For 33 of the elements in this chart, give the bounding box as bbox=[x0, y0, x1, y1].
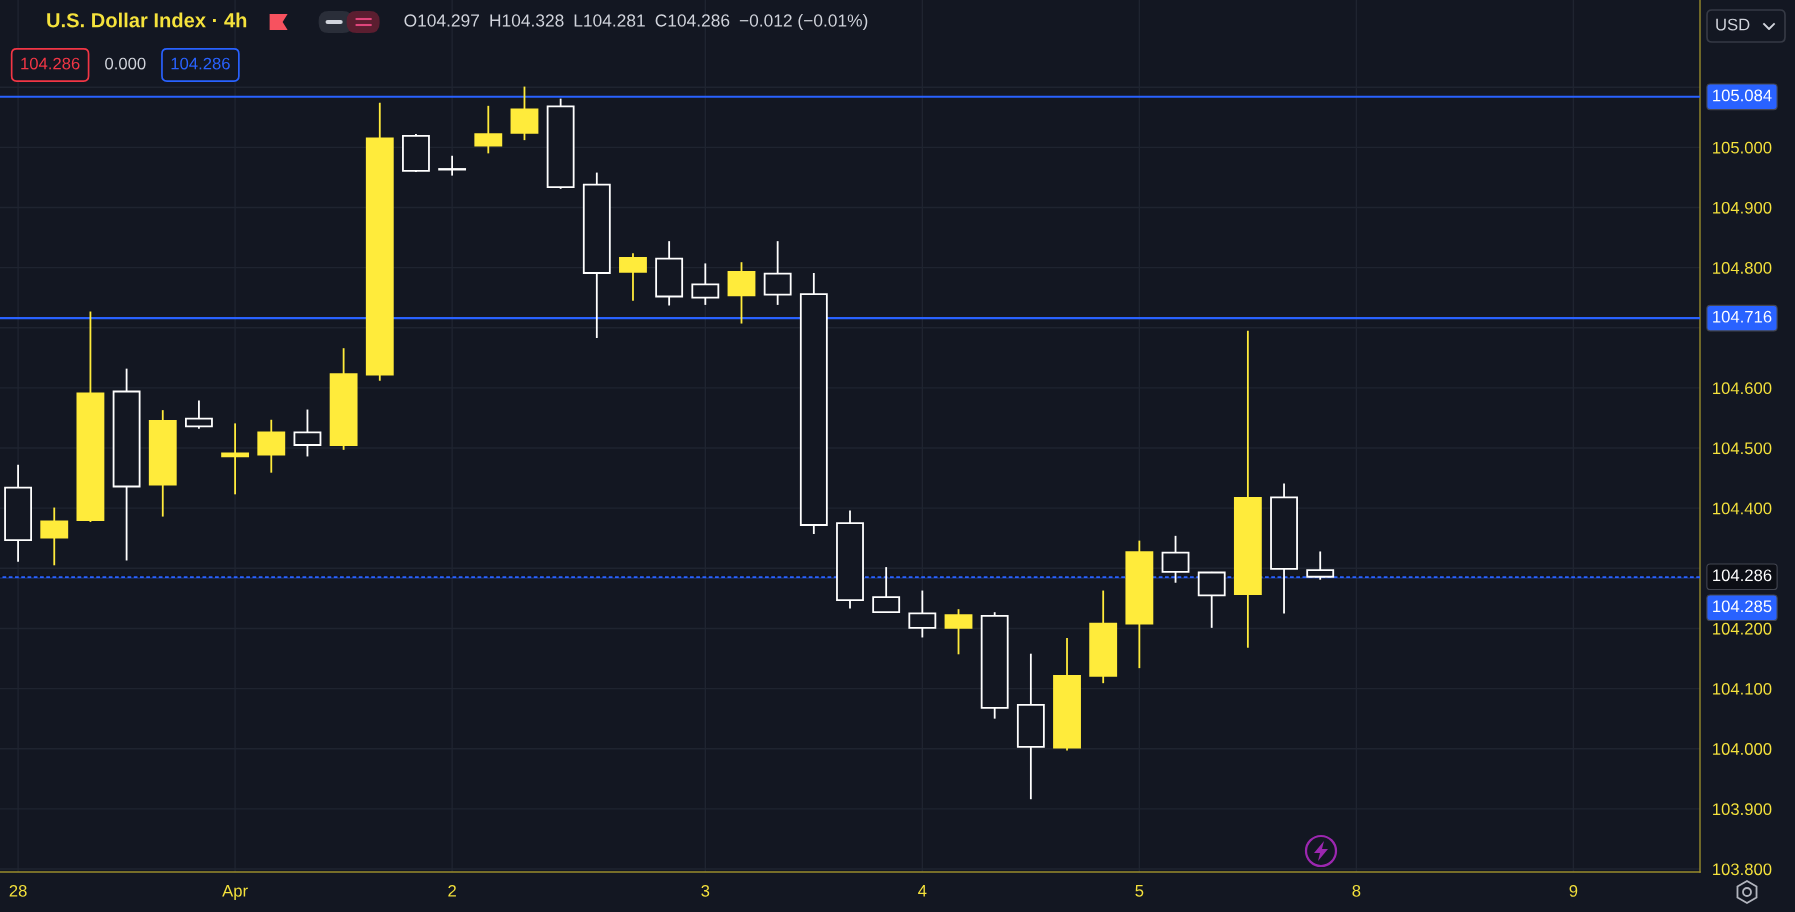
chart-title: U.S. Dollar Index · 4h bbox=[47, 12, 247, 28]
annotation: H104.328 bbox=[490, 14, 564, 27]
y-tick-label: 104.100 bbox=[1713, 682, 1772, 695]
ref-line-label: 104.285 bbox=[1713, 600, 1772, 613]
annotation: 104.286 bbox=[21, 57, 80, 70]
y-tick-label: 104.500 bbox=[1713, 442, 1772, 455]
x-tick-label: 3 bbox=[701, 884, 710, 897]
y-tick-label: 105.000 bbox=[1713, 141, 1772, 154]
y-tick-label: 104.200 bbox=[1713, 622, 1772, 635]
x-tick-label: 28 bbox=[9, 884, 27, 897]
x-tick-label: 9 bbox=[1569, 884, 1578, 897]
y-tick-label: 104.400 bbox=[1713, 502, 1772, 515]
y-tick-label: 103.800 bbox=[1713, 863, 1772, 876]
ref-line-label: 104.716 bbox=[1713, 310, 1772, 323]
y-tick-label: 104.800 bbox=[1713, 262, 1772, 274]
annotation: −0.012 (−0.01%) bbox=[739, 13, 868, 31]
y-tick-label: 104.900 bbox=[1713, 201, 1772, 214]
y-tick-label: 104.000 bbox=[1713, 743, 1772, 755]
annotation: 104.286 bbox=[171, 57, 230, 70]
annotation: 0.000 bbox=[105, 57, 146, 70]
text: USD bbox=[1716, 18, 1750, 31]
y-tick-label: 104.600 bbox=[1713, 382, 1772, 395]
annotation: C104.286 bbox=[655, 14, 730, 27]
annotation: O104.297 bbox=[404, 14, 480, 27]
x-tick-label: 2 bbox=[448, 884, 456, 897]
x-tick-label: Apr bbox=[222, 885, 248, 901]
x-tick-label: 8 bbox=[1352, 884, 1361, 897]
y-tick-label: 103.900 bbox=[1713, 803, 1772, 816]
ref-line-label: 105.084 bbox=[1713, 89, 1772, 102]
x-tick-label: 5 bbox=[1135, 885, 1144, 897]
x-tick-label: 4 bbox=[918, 885, 927, 897]
ref-line-label: 104.286 bbox=[1713, 569, 1772, 582]
annotation: L104.281 bbox=[574, 14, 645, 27]
